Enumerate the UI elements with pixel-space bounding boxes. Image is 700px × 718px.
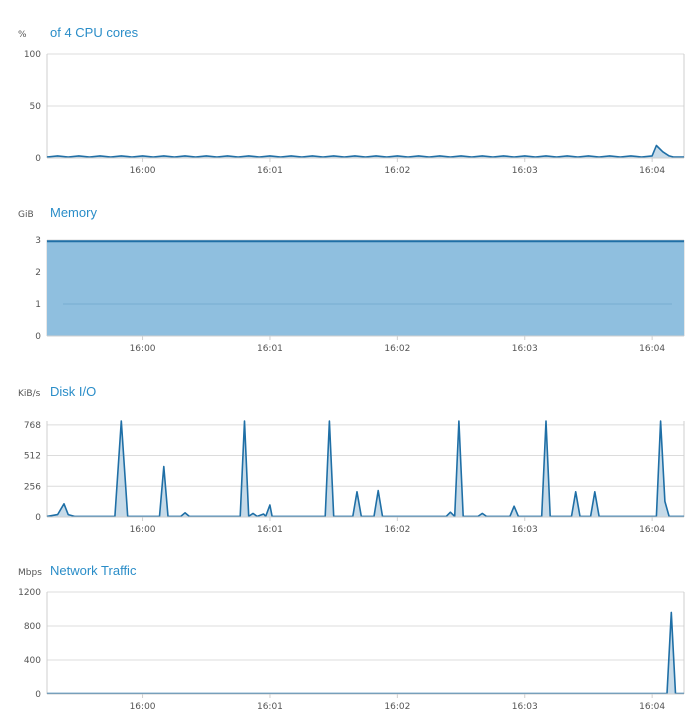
y-tick-label: 50 xyxy=(30,102,42,112)
y-tick-label: 1 xyxy=(35,300,41,310)
y-tick-label: 400 xyxy=(24,656,41,666)
y-tick-label: 0 xyxy=(35,332,41,342)
y-tick-label: 0 xyxy=(35,513,41,523)
x-tick-label: 16:01 xyxy=(257,702,283,712)
y-tick-label: 100 xyxy=(24,50,41,60)
series-line xyxy=(46,420,684,518)
cpu-title: of 4 CPU cores xyxy=(50,25,139,40)
y-tick-label: 512 xyxy=(24,452,41,462)
y-tick-label: 3 xyxy=(35,236,41,246)
memory-header: GiB Memory xyxy=(0,204,700,226)
network-panel: Mbps Network Traffic 0 400 800 1200 16:00 16:… xyxy=(0,562,700,718)
series-area-fill xyxy=(47,612,684,694)
disk-io-unit-label: KiB/s xyxy=(18,389,41,399)
x-tick-label: 16:02 xyxy=(384,166,410,176)
x-tick-label: 16:00 xyxy=(130,525,156,535)
x-tick-label: 16:01 xyxy=(257,166,283,176)
x-tick-label: 16:00 xyxy=(130,702,156,712)
memory-panel: GiB Memory 0 1 2 3 16:00 16:01 16:02 16:03 16:04 xyxy=(0,204,700,354)
cpu-panel: % of 4 CPU cores 0 50 100 16:00 16:01 16:02 16… xyxy=(0,24,700,176)
network-unit-label: Mbps xyxy=(18,568,42,578)
x-tick-label: 16:01 xyxy=(257,344,283,354)
x-tick-label: 16:00 xyxy=(130,166,156,176)
network-title: Network Traffic xyxy=(50,563,137,578)
memory-unit-label: GiB xyxy=(18,210,34,220)
series-area-fill xyxy=(47,421,684,517)
y-tick-label: 256 xyxy=(24,482,41,492)
disk-io-title: Disk I/O xyxy=(50,384,97,399)
x-tick-label: 16:03 xyxy=(512,525,538,535)
x-tick-label: 16:02 xyxy=(384,525,410,535)
cpu-header: % of 4 CPU cores xyxy=(0,24,700,46)
memory-chart: 0 1 2 3 16:00 16:01 16:02 16:03 16:04 xyxy=(35,236,685,354)
y-tick-label: 0 xyxy=(35,154,41,164)
memory-title: Memory xyxy=(50,205,97,220)
series-line xyxy=(47,611,684,695)
x-tick-label: 16:00 xyxy=(130,344,156,354)
x-tick-label: 16:01 xyxy=(257,525,283,535)
memory-area-fill xyxy=(47,241,684,336)
y-tick-label: 0 xyxy=(35,690,41,700)
x-tick-label: 16:02 xyxy=(384,344,410,354)
x-tick-label: 16:04 xyxy=(639,344,665,354)
disk-io-panel: KiB/s Disk I/O 0 256 512 768 16:00 16:01 16:02… xyxy=(0,383,700,535)
x-tick-label: 16:04 xyxy=(639,166,665,176)
y-tick-label: 768 xyxy=(24,421,41,431)
x-tick-label: 16:02 xyxy=(384,702,410,712)
x-tick-label: 16:04 xyxy=(639,525,665,535)
x-tick-label: 16:04 xyxy=(639,702,665,712)
network-chart: 0 400 800 1200 16:00 16:01 16:02 16:03 16:04 xyxy=(18,588,685,712)
y-tick-label: 800 xyxy=(24,622,41,632)
cpu-unit-label: % xyxy=(18,30,27,40)
x-tick-label: 16:03 xyxy=(512,344,538,354)
disk-io-header: KiB/s Disk I/O xyxy=(0,383,700,405)
cpu-chart: 0 50 100 16:00 16:01 16:02 16:03 16:04 xyxy=(24,50,685,176)
y-tick-label: 2 xyxy=(35,268,41,278)
disk-io-chart: 0 256 512 768 16:00 16:01 16:02 16:03 16:04 xyxy=(24,420,685,535)
x-tick-label: 16:03 xyxy=(512,166,538,176)
series-line xyxy=(46,144,684,158)
y-tick-label: 1200 xyxy=(18,588,41,598)
x-tick-label: 16:03 xyxy=(512,702,538,712)
network-header: Mbps Network Traffic xyxy=(0,562,700,584)
